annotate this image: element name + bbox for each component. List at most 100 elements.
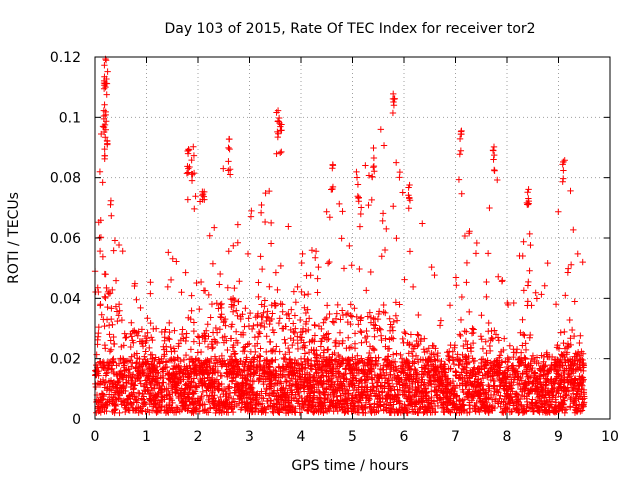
data-point: [414, 331, 421, 338]
data-point: [561, 328, 568, 336]
data-point: [490, 156, 497, 163]
data-point: [557, 329, 564, 336]
data-point: [160, 343, 167, 350]
data-point: [102, 271, 109, 278]
data-point: [450, 360, 458, 368]
data-point: [101, 155, 108, 163]
data-point: [109, 321, 116, 328]
data-point: [258, 201, 265, 209]
x-tick-label: 0: [91, 429, 100, 445]
data-point: [188, 292, 195, 299]
data-point: [490, 147, 497, 154]
data-point: [495, 273, 502, 280]
data-point: [302, 320, 310, 328]
data-point: [178, 289, 185, 296]
data-point: [364, 333, 371, 340]
data-point: [463, 328, 470, 336]
data-point: [392, 312, 400, 319]
data-point: [257, 353, 264, 360]
y-tick-label: 0.04: [50, 291, 81, 307]
data-point: [570, 226, 577, 234]
data-point: [538, 291, 545, 298]
data-point: [189, 171, 196, 178]
data-point: [429, 342, 436, 349]
data-point: [270, 409, 277, 416]
data-point: [368, 196, 375, 204]
data-point: [451, 344, 458, 351]
x-tick-label: 5: [348, 429, 357, 445]
data-point: [119, 247, 126, 255]
data-point: [324, 260, 332, 267]
data-point: [279, 372, 286, 380]
data-point: [381, 246, 389, 254]
data-point: [122, 334, 129, 342]
data-point: [197, 278, 205, 286]
data-point: [218, 304, 225, 312]
data-point: [391, 95, 398, 102]
data-point: [276, 315, 283, 322]
data-point: [497, 403, 504, 410]
data-point: [566, 316, 573, 324]
data-point: [401, 276, 408, 283]
data-point: [111, 340, 118, 348]
data-point: [285, 310, 292, 317]
data-point: [209, 329, 217, 336]
data-point: [500, 346, 507, 354]
data-point: [247, 213, 255, 220]
data-point: [329, 318, 336, 325]
data-point: [370, 164, 377, 171]
data-point: [299, 250, 306, 258]
data-point: [430, 398, 438, 405]
data-point: [267, 240, 275, 247]
data-point: [469, 339, 477, 347]
data-point: [455, 176, 463, 183]
data-point: [256, 330, 264, 337]
data-point: [393, 367, 401, 374]
x-tick-label: 6: [400, 429, 409, 445]
data-point: [324, 346, 332, 353]
data-point: [257, 322, 264, 330]
y-tick-label: 0.12: [50, 50, 81, 66]
data-point: [365, 172, 373, 179]
data-point: [183, 170, 191, 177]
data-point: [294, 283, 301, 291]
data-point: [333, 310, 341, 317]
data-point: [96, 381, 104, 389]
data-point: [527, 331, 534, 339]
data-point: [282, 378, 290, 386]
data-point: [209, 260, 217, 267]
data-point: [200, 360, 207, 367]
data-point: [399, 189, 406, 196]
data-point: [393, 317, 401, 324]
data-point: [181, 363, 188, 370]
data-point: [458, 293, 466, 301]
data-point: [491, 398, 499, 405]
data-point: [234, 239, 242, 246]
data-point: [353, 174, 361, 181]
data-point: [164, 283, 171, 291]
data-point: [393, 234, 400, 242]
data-point: [486, 204, 493, 212]
data-point: [409, 283, 417, 291]
data-point: [97, 234, 105, 241]
data-point: [138, 326, 146, 333]
data-point: [95, 329, 102, 337]
data-point: [378, 253, 385, 260]
data-point: [366, 349, 373, 357]
data-point: [298, 259, 305, 267]
data-point: [390, 203, 397, 210]
data-point: [513, 346, 521, 353]
data-point: [312, 254, 319, 261]
chart-title: Day 103 of 2015, Rate Of TEC Index for r…: [164, 21, 535, 37]
x-tick-label: 3: [245, 429, 254, 445]
data-point: [311, 332, 319, 339]
data-point: [261, 218, 269, 226]
data-point: [576, 352, 583, 359]
data-point: [483, 293, 490, 301]
data-point: [579, 396, 586, 403]
data-point: [111, 237, 119, 244]
data-point: [305, 315, 313, 322]
data-point: [272, 269, 280, 276]
data-point: [567, 404, 574, 411]
data-point: [408, 348, 416, 355]
